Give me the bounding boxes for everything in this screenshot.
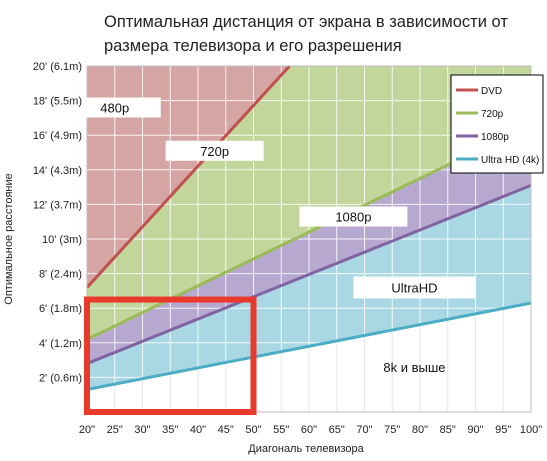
- x-axis-label: Диагональ телевизора: [248, 443, 364, 455]
- y-tick-label: 4' (1.2m): [39, 338, 82, 350]
- x-tick-label: 90": [467, 424, 483, 436]
- series-dvd-line: [85, 64, 291, 289]
- x-tick-label: 70": [356, 424, 372, 436]
- x-tick-label: 45": [218, 424, 234, 436]
- y-tick-label: 18' (5.5m): [33, 96, 82, 108]
- zone-8k-label: 8k и выше: [383, 360, 445, 375]
- y-tick-label: 20' (6.1m): [33, 61, 82, 73]
- legend-item-uhd-label: Ultra HD (4k): [481, 155, 539, 166]
- highlight-box: [84, 296, 257, 415]
- series-uhd-line: [86, 301, 532, 391]
- y-tick-label: 6' (1.8m): [39, 303, 82, 315]
- x-tick-label: 100": [520, 424, 542, 436]
- zone-1080p-label-box: [299, 206, 408, 227]
- x-tick-label: 30": [134, 424, 150, 436]
- y-tick-label: 10' (3m): [42, 234, 82, 246]
- x-tick-label: 40": [190, 424, 206, 436]
- legend-item-1080p-label: 1080p: [481, 132, 509, 143]
- y-tick-label: 14' (4.3m): [33, 165, 82, 177]
- x-tick-label: 75": [384, 424, 400, 436]
- x-tick-label: 50": [245, 424, 261, 436]
- zone-480p-label-box: [68, 97, 161, 118]
- x-tick-label: 65": [329, 424, 345, 436]
- zone-ultrahd-label: UltraHD: [391, 280, 437, 295]
- x-tick-label: 55": [273, 424, 289, 436]
- zone-480p-label: 480p: [100, 101, 129, 116]
- y-tick-label: 8' (2.4m): [39, 269, 82, 281]
- x-tick-label: 85": [440, 424, 456, 436]
- zone-ultrahd-label-box: [353, 276, 476, 299]
- y-tick-label: 16' (4.9m): [33, 130, 82, 142]
- x-tick-label: 60": [301, 424, 317, 436]
- y-axis-label: Оптимальное расстояние: [3, 173, 15, 304]
- x-tick-label: 20": [79, 424, 95, 436]
- legend: DVD 720p 1080p Ultra HD (4k): [450, 74, 544, 174]
- y-tick-label: 12' (3.7m): [33, 199, 82, 211]
- zone-720p-label: 720p: [200, 144, 229, 159]
- zone-1080p-label: 1080p: [335, 210, 371, 225]
- legend-item-720p-label: 720p: [481, 109, 504, 120]
- series-1080p-line: [86, 183, 532, 365]
- x-tick-label: 80": [412, 424, 428, 436]
- zone-720p-label-box: [165, 140, 264, 161]
- x-tick-label: 25": [107, 424, 123, 436]
- legend-item-dvd-label: DVD: [481, 86, 502, 97]
- x-tick-label: 95": [495, 424, 511, 436]
- chart-title: Оптимальная дистанция от экрана в зависи…: [104, 13, 508, 55]
- plot-frame: [86, 65, 532, 413]
- y-tick-label: 2' (0.6m): [39, 372, 82, 384]
- x-tick-label: 35": [162, 424, 178, 436]
